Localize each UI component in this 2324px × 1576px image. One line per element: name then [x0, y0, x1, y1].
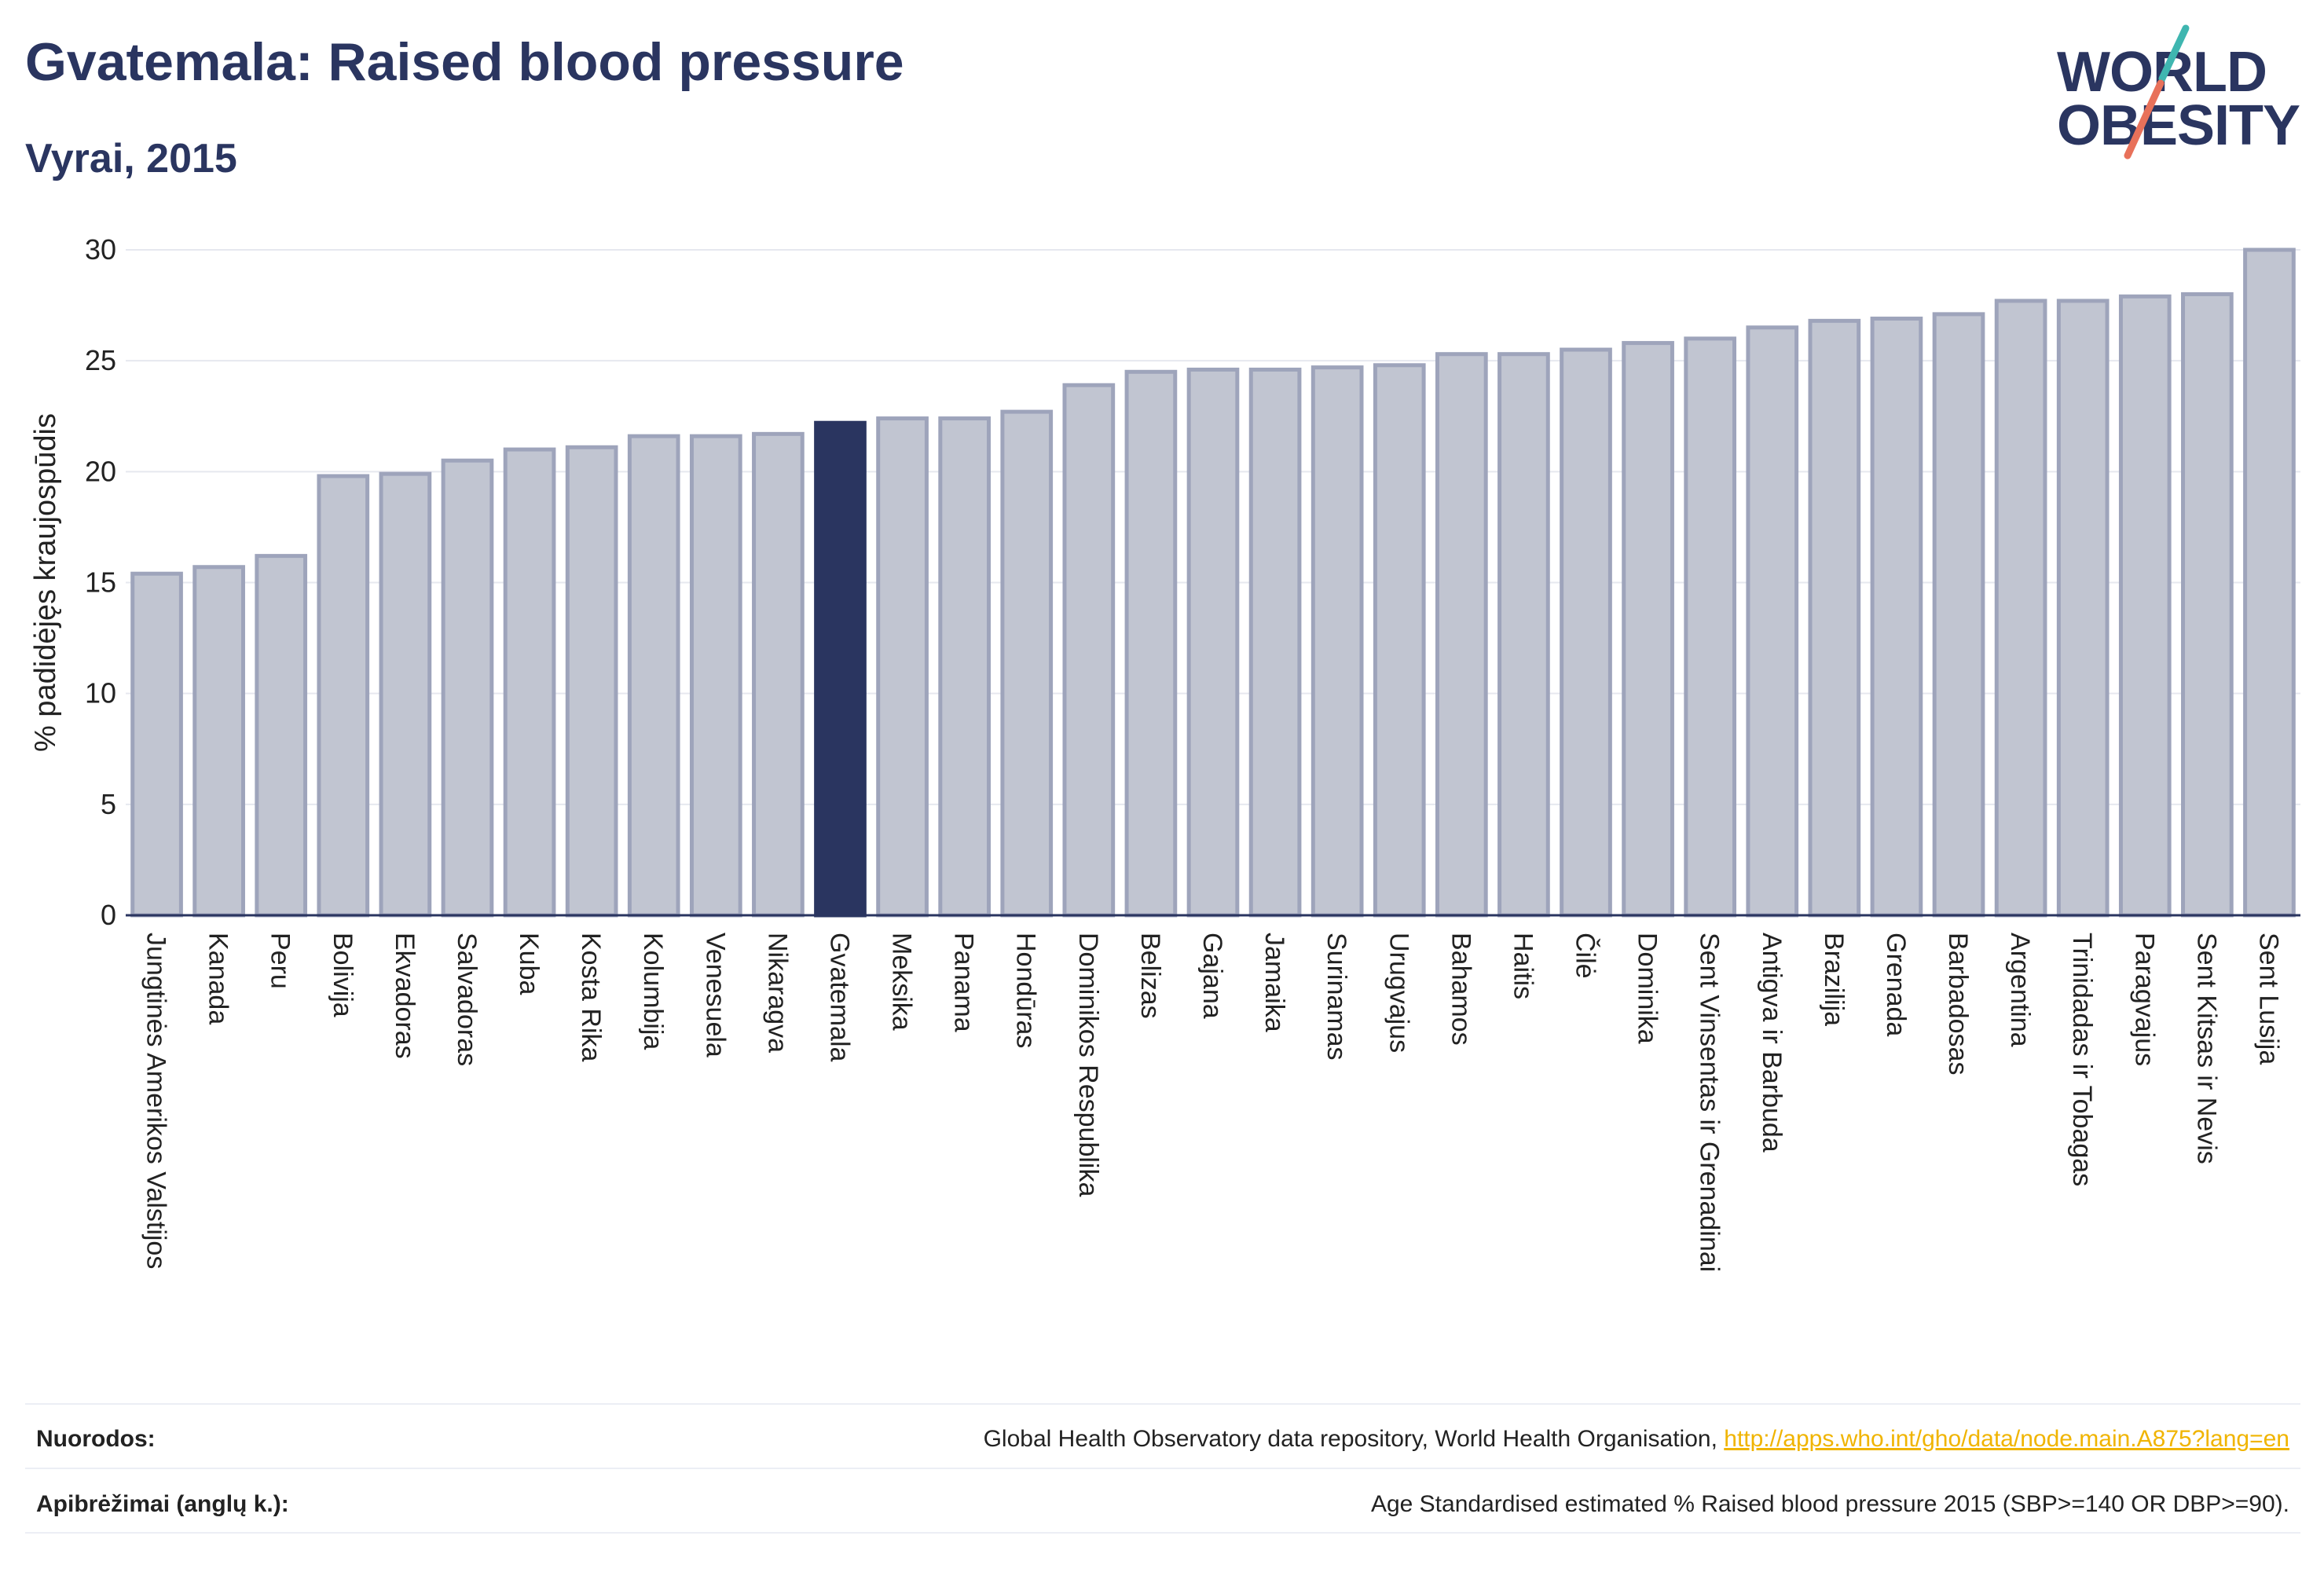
x-tick-label: Haitis [1508, 933, 1538, 999]
footer-divider-mid [25, 1468, 2300, 1469]
bar [565, 445, 618, 918]
chart-subtitle: Vyrai, 2015 [25, 136, 237, 181]
bar [1870, 317, 1923, 918]
footer-divider-bottom [25, 1532, 2300, 1534]
bar [1062, 383, 1116, 918]
x-tick-label: Meksika [887, 933, 917, 1031]
x-tick-label: Kuba [514, 933, 544, 995]
definitions-value: Age Standardised estimated % Raised bloo… [1370, 1491, 2289, 1517]
definitions-label: Apibrėžimai (anglų k.): [36, 1491, 289, 1517]
x-tick-label: Antigva ir Barbuda [1757, 933, 1787, 1153]
bar [1310, 365, 1364, 918]
y-tick-label: 20 [85, 455, 116, 487]
x-tick-label: Gvatemala [824, 933, 854, 1061]
x-tick-label: Panama [949, 933, 979, 1032]
bar [130, 571, 183, 918]
bar [2181, 291, 2234, 918]
bar [876, 416, 929, 918]
x-tick-label: Belizas [1135, 933, 1165, 1019]
bar [689, 434, 742, 918]
x-tick-label: Dominikos Respublika [1073, 933, 1103, 1197]
x-tick-label: Ekvadoras [390, 933, 420, 1059]
references-text: Global Health Observatory data repositor… [983, 1426, 1725, 1452]
x-tick-label: Sent Vinsentas ir Grenadinai [1695, 933, 1725, 1272]
y-axis-label: % padidėjęs kraujospūdis [29, 413, 62, 752]
x-tick-label: Urugvajus [1384, 933, 1413, 1053]
x-tick-label: Jungtinės Amerikos Valstijos [141, 933, 171, 1269]
bar [441, 458, 494, 918]
x-tick-label: Brazilija [1819, 933, 1849, 1026]
y-tick-label: 0 [101, 899, 116, 931]
x-tick-label: Jamaika [1259, 933, 1289, 1032]
x-tick-label: Sent Lusija [2253, 933, 2283, 1065]
bar [1684, 336, 1737, 918]
bar-chart: 0 5 10 15 20 25 30 Jungtinės Amerikos Valstijo… [29, 233, 2300, 1272]
x-tick-label: Trinidadas ir Tobagas [2067, 933, 2097, 1186]
bar [2118, 294, 2172, 918]
references-label: Nuorodos: [36, 1426, 156, 1452]
x-tick-label: Bahamos [1446, 933, 1475, 1046]
bar [1435, 352, 1488, 918]
y-axis-ticks: 0 5 10 15 20 25 30 [85, 233, 116, 931]
x-tick-label: Surinamas [1321, 933, 1351, 1061]
references-value: Global Health Observatory data repositor… [984, 1426, 2289, 1453]
bar [1497, 352, 1550, 918]
x-tick-label: Kosta Rika [576, 933, 606, 1061]
x-tick-label: Hondūras [1011, 933, 1041, 1048]
bar [814, 420, 867, 918]
bar [1994, 299, 2047, 918]
bar [627, 434, 680, 918]
x-tick-label: Gajana [1197, 933, 1227, 1019]
y-tick-label: 10 [85, 677, 116, 709]
bar [255, 554, 308, 918]
x-axis-ticks: Jungtinės Amerikos Valstijos Kanada Peru Bo… [141, 933, 2284, 1272]
bar [1932, 312, 1985, 918]
bar [938, 416, 992, 918]
x-tick-label: Čilė [1571, 933, 1600, 979]
logo-word-obesity: OBESITY [2057, 94, 2300, 157]
bar [1560, 347, 1612, 918]
x-tick-label: Kolumbija [638, 933, 668, 1050]
bar [1808, 318, 1861, 918]
bar [1124, 369, 1178, 918]
y-tick-label: 25 [85, 344, 116, 376]
x-tick-label: Nikaragva [762, 933, 792, 1053]
y-tick-label: 5 [101, 788, 116, 820]
x-tick-label: Grenada [1881, 933, 1911, 1036]
bar [192, 565, 245, 918]
references-link[interactable]: http://apps.who.int/gho/data/node.main.A… [1724, 1426, 2289, 1452]
bar [1186, 367, 1240, 918]
x-tick-label: Argentina [2005, 933, 2035, 1047]
chart-title: Gvatemala: Raised blood pressure [25, 32, 904, 92]
x-tick-label: Salvadoras [452, 933, 482, 1066]
x-tick-label: Bolivija [328, 933, 357, 1017]
bar [1746, 325, 1799, 918]
bar [752, 431, 805, 918]
bar [317, 474, 370, 918]
bars [130, 247, 2296, 918]
footer-divider-top [25, 1403, 2300, 1405]
x-tick-label: Dominika [1633, 933, 1662, 1044]
bar [1248, 367, 1302, 918]
x-tick-label: Sent Kitsas ir Nevis [2191, 933, 2221, 1164]
logo-slash-icon [2124, 24, 2190, 159]
x-tick-label: Barbadosas [1943, 933, 1973, 1075]
bar [379, 471, 432, 918]
x-tick-label: Kanada [203, 933, 233, 1024]
bar [503, 447, 556, 918]
y-tick-label: 15 [85, 566, 116, 599]
bar [2056, 299, 2110, 918]
bar [1000, 409, 1054, 918]
x-tick-label: Peru [266, 933, 295, 989]
x-tick-label: Paragvajus [2129, 933, 2159, 1066]
bar [1622, 341, 1674, 918]
bar [1373, 363, 1426, 918]
bar [2243, 247, 2296, 918]
y-tick-label: 30 [85, 233, 116, 266]
world-obesity-logo: WORLD OBESITY [2043, 24, 2310, 165]
x-tick-label: Venesuela [700, 933, 730, 1057]
